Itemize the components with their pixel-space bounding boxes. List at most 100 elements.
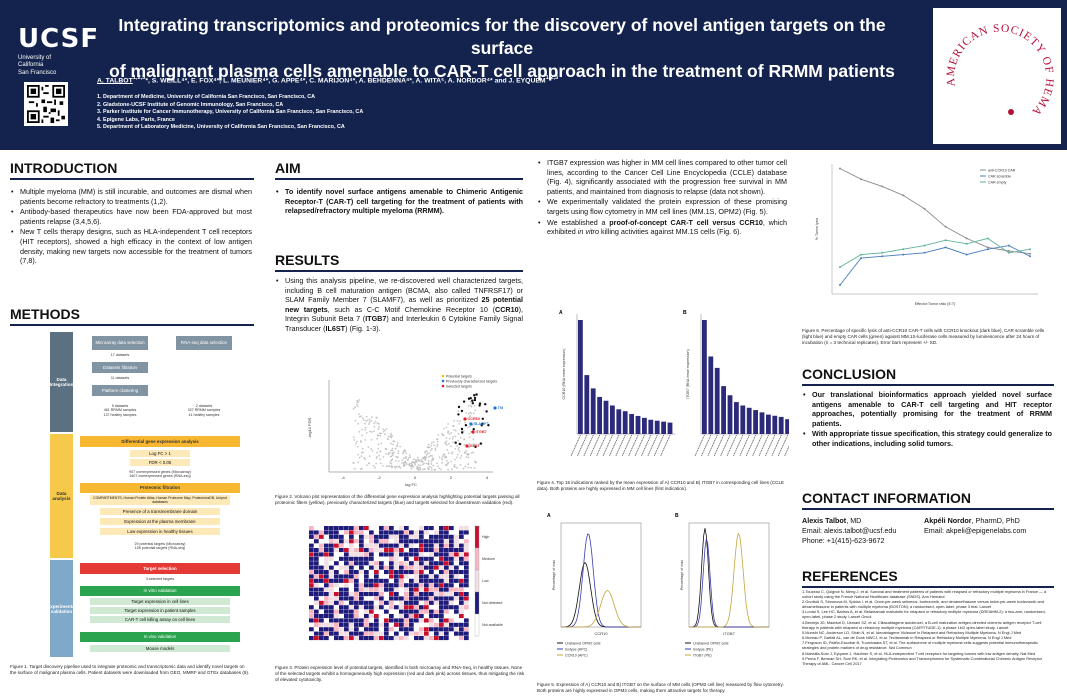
x-tick-label: 2 <box>450 475 453 480</box>
heatmap-cell <box>409 631 414 636</box>
target-gene-label: IL6ST <box>470 444 481 448</box>
patient-samples-box: Target expression in patient samples <box>90 607 230 614</box>
heatmap-cell <box>374 561 379 566</box>
conclusion-bullet: With appropriate tissue specification, t… <box>802 429 1052 448</box>
heatmap-cell <box>319 583 324 588</box>
heatmap-cell <box>349 578 354 583</box>
contact2-email[interactable]: Email: akpeli@epigenelabs.com <box>924 526 1027 535</box>
background-gene-point <box>472 444 474 447</box>
lysis-point <box>965 242 968 245</box>
heatmap-cell <box>429 636 434 641</box>
heatmap-cell <box>319 539 324 544</box>
fig6-caption: Figure 6. Percentage of specific lysis o… <box>802 328 1045 345</box>
heatmap-cell <box>434 622 439 627</box>
heatmap-cell <box>394 552 399 557</box>
heatmap-cell <box>344 596 349 601</box>
heatmap-cell <box>344 609 349 614</box>
heatmap-cell <box>329 614 334 619</box>
methods-rule <box>10 324 254 326</box>
indication-tick-label <box>653 434 665 457</box>
background-gene-point <box>352 407 355 410</box>
contact1-phone[interactable]: Phone: +1(415)-623-9672 <box>802 536 885 545</box>
background-gene-point <box>445 440 448 443</box>
legend-label: CAR scramble <box>988 174 1011 178</box>
heatmap-cell <box>459 631 464 636</box>
background-gene-point <box>454 447 457 450</box>
heatmap-cell <box>399 561 404 566</box>
heatmap-cell <box>324 552 329 557</box>
band-data-integration: Data Integration <box>50 332 73 432</box>
heatmap-cell <box>454 592 459 597</box>
heatmap-cell <box>464 534 469 539</box>
heatmap-cell <box>399 596 404 601</box>
heatmap-cell <box>434 556 439 561</box>
overexpressed-gene-point <box>484 403 487 406</box>
heatmap-cell <box>339 587 344 592</box>
lysis-series-line <box>839 168 1031 255</box>
contact1-email[interactable]: Email: alexis.talbot@ucsf.edu <box>802 526 897 535</box>
heatmap-cell <box>364 539 369 544</box>
heatmap-cell <box>344 552 349 557</box>
background-gene-point <box>454 458 456 461</box>
background-gene-point <box>474 409 477 411</box>
heatmap-cell <box>404 622 409 627</box>
heatmap-cell <box>459 627 464 632</box>
heatmap-cell <box>329 570 334 575</box>
heatmap-cell <box>344 614 349 619</box>
heatmap-cell <box>389 578 394 583</box>
heatmap-cell <box>409 530 414 535</box>
background-gene-point <box>425 462 428 465</box>
heatmap-cell <box>344 539 349 544</box>
heatmap-cell <box>329 530 334 535</box>
indication-bar <box>578 320 583 434</box>
heatmap-cell <box>464 539 469 544</box>
background-gene-point <box>457 439 459 442</box>
heatmap-cell <box>394 631 399 636</box>
heatmap-cell <box>394 539 399 544</box>
intro-bullet: Antibody-based therapeutics have now bee… <box>10 207 252 226</box>
heatmap-cell <box>404 570 409 575</box>
col3-b3-italic: in vitro <box>577 227 599 237</box>
heatmap-cell <box>464 574 469 579</box>
heatmap-cell <box>314 618 319 623</box>
heatmap-cell <box>434 570 439 575</box>
heatmap-cell <box>419 636 424 641</box>
heatmap-cell <box>379 526 384 531</box>
indication-tick-label <box>583 434 594 457</box>
background-gene-point <box>402 457 405 460</box>
background-gene-point <box>405 452 407 455</box>
heatmap-cell <box>454 631 459 636</box>
lysis-point <box>881 251 884 254</box>
heatmap-cell <box>369 609 374 614</box>
background-gene-point <box>399 445 402 448</box>
heatmap-cell <box>379 561 384 566</box>
heatmap-cell <box>454 534 459 539</box>
background-gene-point <box>458 450 461 453</box>
heatmap-cell <box>309 552 314 557</box>
background-gene-point <box>459 457 462 459</box>
intro-rule <box>10 178 254 180</box>
heatmap-cell <box>374 578 379 583</box>
heatmap-cell <box>434 530 439 535</box>
lysis-point <box>902 248 905 251</box>
background-gene-point <box>396 456 399 459</box>
results-new-targets: 25 potential new targets <box>285 295 523 314</box>
heatmap-cell <box>314 614 319 619</box>
background-gene-point <box>372 465 375 467</box>
legend-label: Previously characterized targets <box>446 379 497 383</box>
heatmap-cell <box>344 556 349 561</box>
qr-code[interactable] <box>24 82 68 126</box>
heatmap-cell <box>394 578 399 583</box>
indication-tick-label <box>621 434 633 457</box>
background-gene-point <box>378 432 381 435</box>
heatmap-cell <box>319 618 324 623</box>
dataset-filtration-box: Datasets filtration <box>92 362 148 373</box>
heatmap-cell <box>369 578 374 583</box>
heatmap-cell <box>399 574 404 579</box>
heatmap-cell <box>314 539 319 544</box>
heatmap-cell <box>404 605 409 610</box>
heatmap-cell <box>414 596 419 601</box>
background-gene-point <box>431 448 433 450</box>
heatmap-cell <box>339 605 344 610</box>
heatmap-cell <box>374 548 379 553</box>
